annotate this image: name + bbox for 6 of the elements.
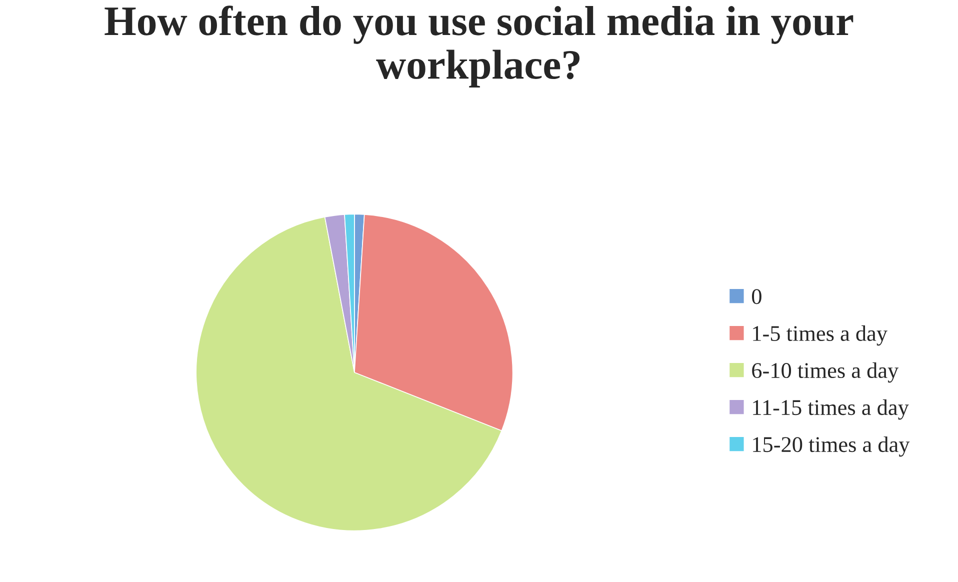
- legend-label: 11-15 times a day: [753, 399, 909, 420]
- legend-label: 6-10 times a day: [752, 362, 899, 383]
- legend-label: 15-20 times a day: [753, 436, 910, 457]
- legend-label: 1-5 times a day: [753, 325, 888, 346]
- chart-title: How often do you use social media in your workplace?: [104, 6, 854, 88]
- legend-label: 0: [752, 289, 762, 304]
